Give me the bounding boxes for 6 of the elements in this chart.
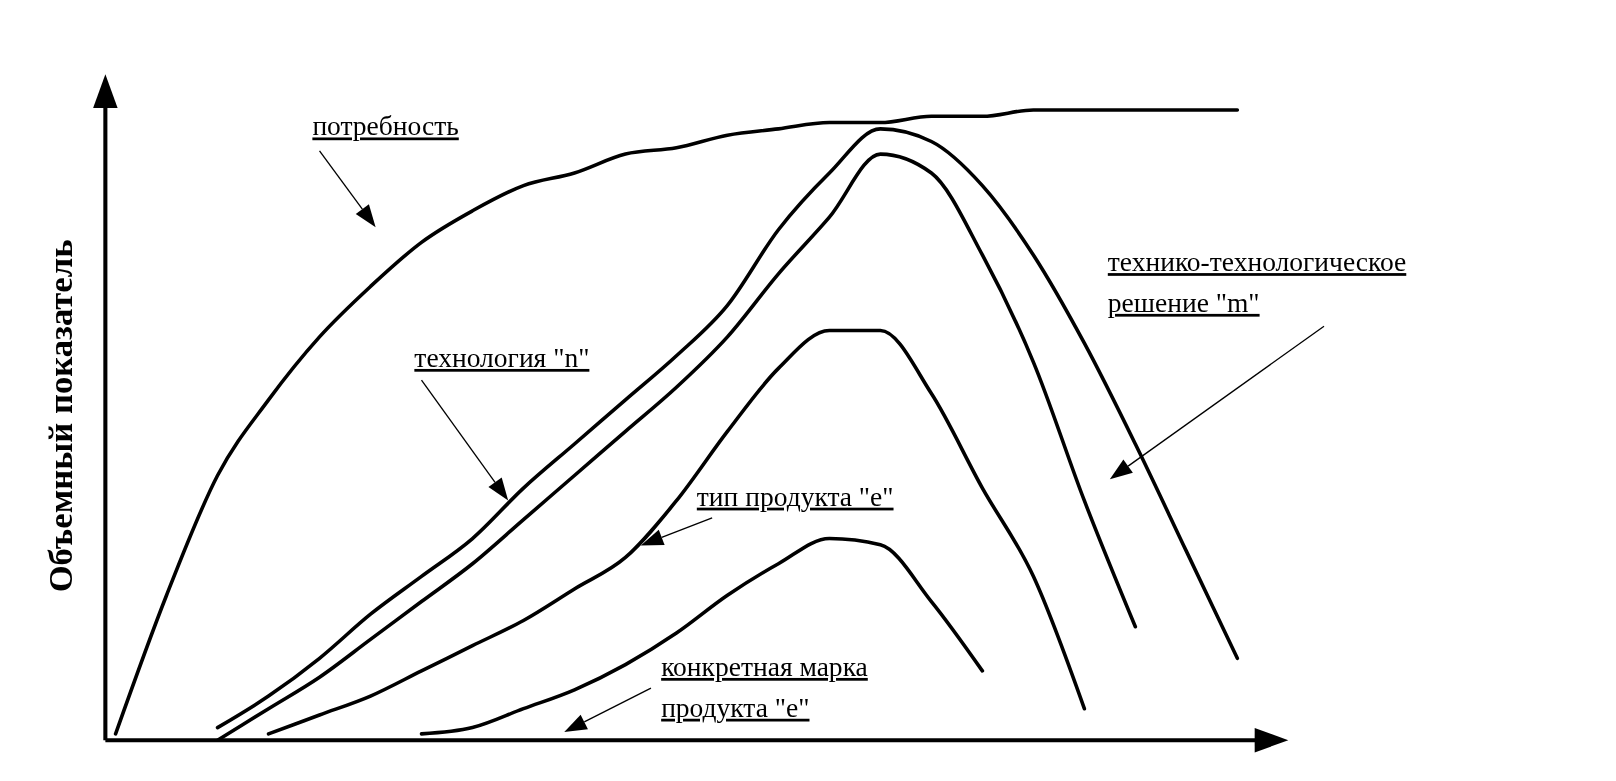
- series-label: тип продукта "e": [696, 480, 894, 512]
- text: технико-технологическое решение "m": [1107, 246, 1407, 318]
- series-label: технология "n": [414, 341, 590, 373]
- text: потребность: [312, 110, 459, 142]
- y-axis-title: Объемный показатель: [40, 239, 79, 593]
- legend-label: конкретная марка продукта "e": [661, 650, 868, 723]
